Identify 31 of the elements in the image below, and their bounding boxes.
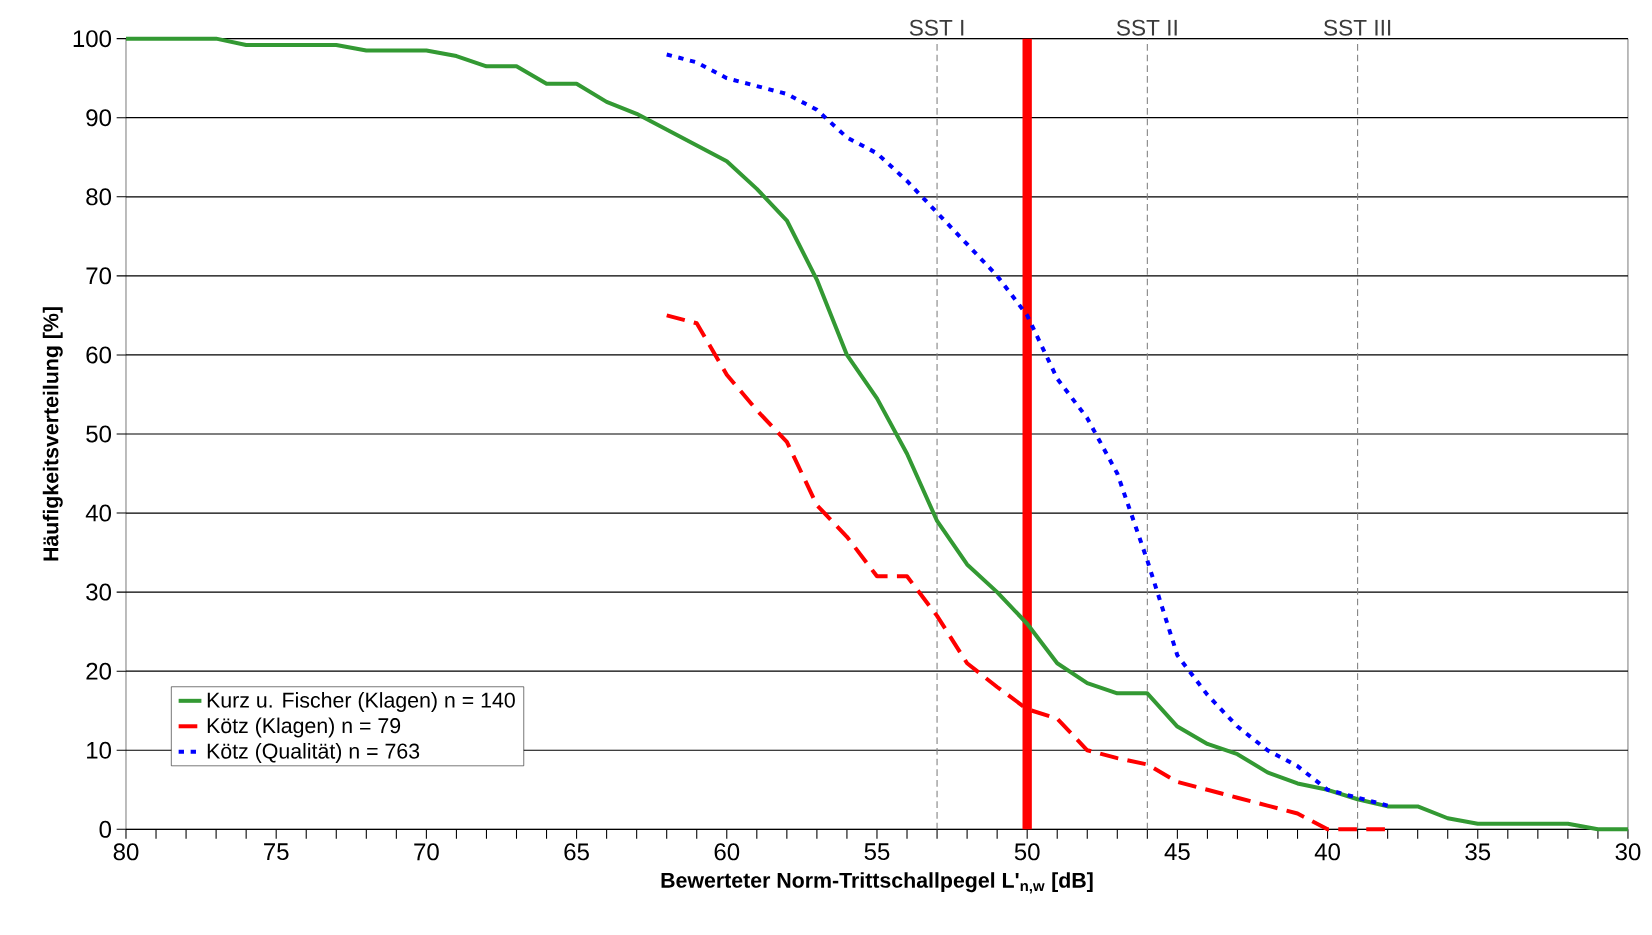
y-tick-label: 80 xyxy=(86,188,112,206)
y-axis-title: Häufigkeitsverteilung [%] xyxy=(42,307,63,561)
x-tick-label: 50 xyxy=(1014,843,1040,861)
line-series xyxy=(664,52,1390,808)
y-tick-label: 10 xyxy=(87,741,112,759)
x-tick-label: 75 xyxy=(264,843,289,861)
legend-label: Kötz (Klagen) n = 79 xyxy=(207,717,401,738)
y-tick-label: 70 xyxy=(86,267,112,285)
x-tick-label: 45 xyxy=(1164,843,1190,861)
y-tick-label: 20 xyxy=(86,662,112,680)
x-tick-label: 65 xyxy=(564,843,589,861)
y-tick-label: 50 xyxy=(86,425,112,443)
y-tick-label: 60 xyxy=(86,346,112,364)
x-tick-label: 70 xyxy=(414,843,439,861)
legend-label: Kurz u. Fischer (Klagen) n = 140 xyxy=(207,692,515,713)
y-tick-label: 90 xyxy=(86,109,112,127)
y-tick-label: 100 xyxy=(73,30,112,48)
y-tick-label: 40 xyxy=(85,504,112,522)
x-tick-label: 80 xyxy=(113,843,139,861)
x-tick-label: 55 xyxy=(864,843,890,861)
ref-line-label: SST I xyxy=(909,19,964,36)
x-tick-label: 35 xyxy=(1465,843,1491,861)
legend-label: Kötz (Qualität) n = 763 xyxy=(207,743,420,764)
y-tick-label: 0 xyxy=(99,820,112,838)
x-axis-title: Bewerteter Norm-Trittschallpegel L'$_{n,w}$ [dB] xyxy=(661,872,1093,894)
x-tick-label: 40 xyxy=(1314,843,1340,861)
x-tick-label: 30 xyxy=(1615,843,1641,861)
ref-line-label: SST II xyxy=(1116,19,1177,36)
x-tick-label: 60 xyxy=(714,843,740,861)
ref-line-label: SST III xyxy=(1324,19,1391,36)
y-tick-label: 30 xyxy=(86,583,112,601)
